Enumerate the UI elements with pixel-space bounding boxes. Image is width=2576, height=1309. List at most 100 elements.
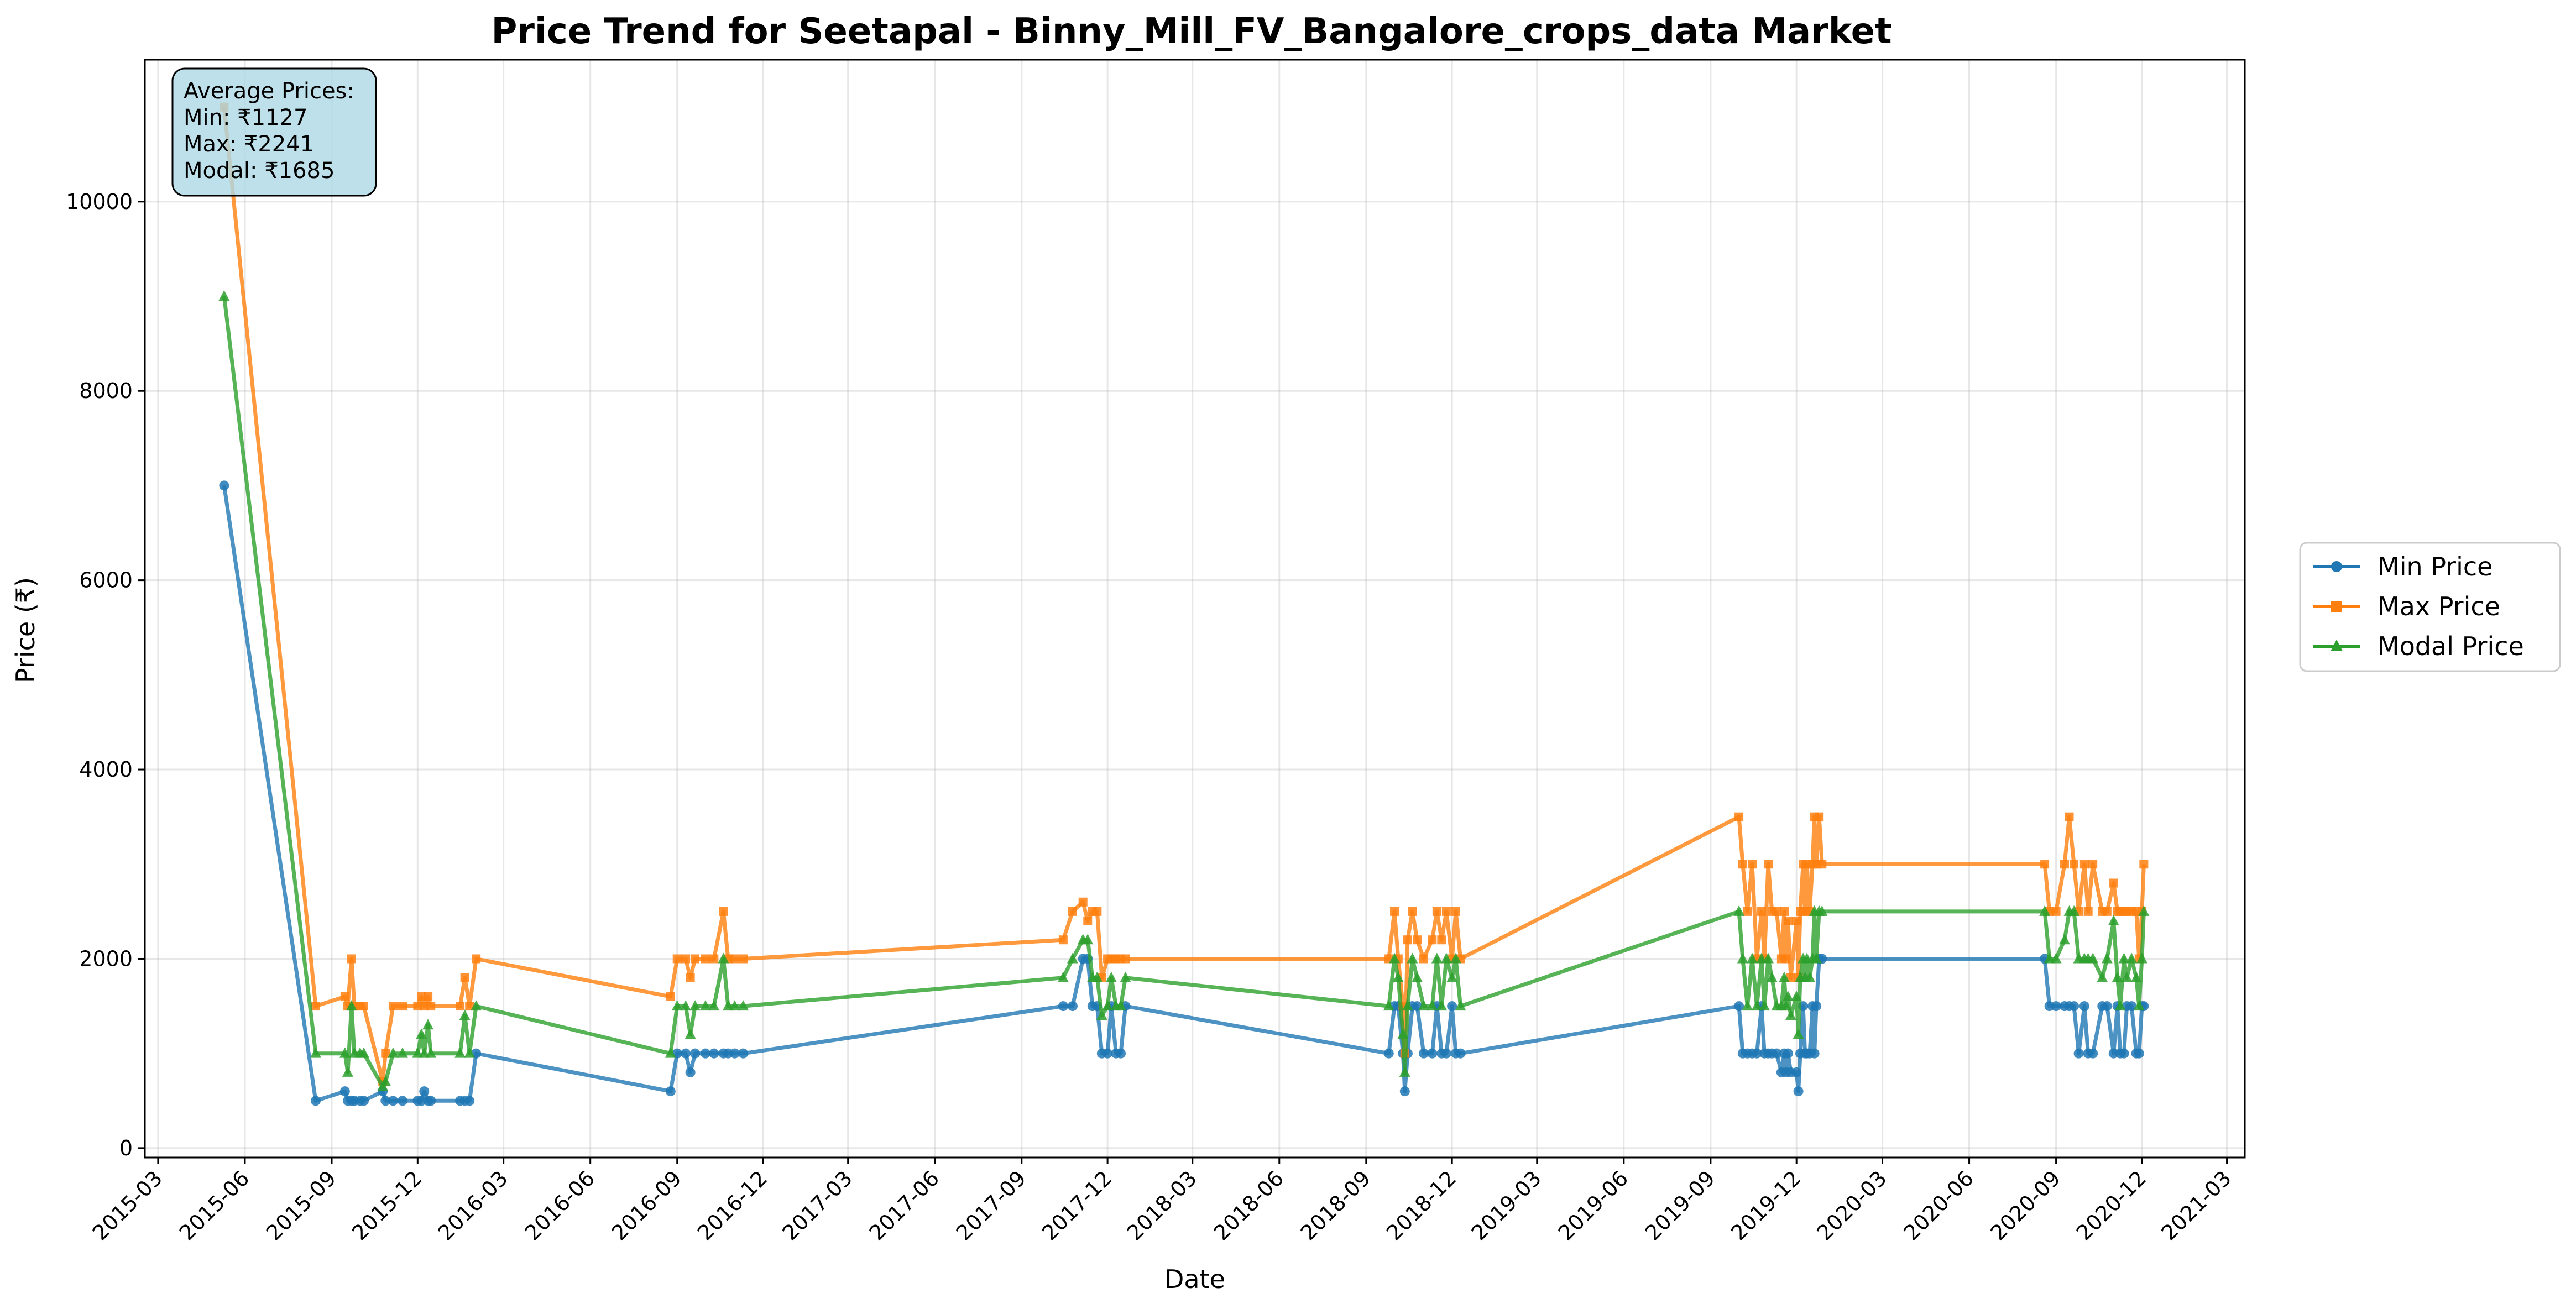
plot-series [218, 102, 2150, 1106]
data-point [1083, 916, 1093, 925]
data-point [1783, 1048, 1793, 1059]
y-tick-label: 8000 [79, 379, 133, 403]
plot-area-frame [144, 59, 2246, 1159]
data-point [1057, 971, 1069, 982]
data-point [1403, 935, 1412, 945]
data-point [1733, 905, 1745, 916]
data-point [1428, 935, 1437, 945]
data-point [1436, 1000, 1448, 1011]
data-point [685, 1028, 696, 1039]
data-point [2060, 860, 2069, 869]
data-point [2079, 1001, 2089, 1012]
data-point [1115, 1000, 1127, 1011]
data-point [1399, 1066, 1410, 1077]
data-point [1432, 907, 1441, 916]
data-point [1446, 971, 1458, 982]
data-point [2058, 934, 2070, 945]
data-point [1455, 1048, 1466, 1059]
data-point [1450, 952, 1461, 964]
legend-marker-min [2331, 561, 2342, 572]
data-point [1779, 971, 1790, 982]
data-point [311, 1002, 320, 1011]
data-point [1093, 907, 1102, 916]
data-point [691, 954, 700, 964]
legend-entry-min: Min Price [2313, 552, 2493, 582]
data-point [1816, 905, 1828, 916]
data-point [2083, 907, 2093, 916]
data-point [689, 1000, 701, 1011]
data-point [1120, 971, 1131, 982]
data-point [1786, 973, 1795, 982]
data-point [671, 1000, 683, 1011]
data-point [1383, 1048, 1394, 1059]
data-point [1743, 907, 1752, 916]
data-point [1418, 1000, 1429, 1011]
data-point [1751, 1000, 1763, 1011]
data-point [1762, 952, 1774, 964]
data-point [1809, 1048, 1820, 1059]
legend-label-max: Max Price [2378, 591, 2500, 621]
data-point [1815, 812, 1824, 821]
legend-entry-modal: Modal Price [2313, 631, 2524, 661]
data-point [1392, 971, 1404, 982]
data-point [1734, 1001, 1744, 1012]
data-point [2068, 905, 2080, 916]
data-point [1792, 916, 1801, 925]
data-point [416, 1028, 427, 1039]
data-point [422, 1019, 434, 1030]
data-point [666, 992, 675, 1001]
data-point [719, 907, 728, 916]
data-point [456, 1002, 465, 1011]
y-tick-label: 0 [119, 1136, 133, 1160]
data-point [1763, 860, 1773, 869]
data-point [464, 1096, 475, 1106]
data-point [1451, 907, 1460, 916]
legend-marker-modal [2331, 640, 2343, 651]
data-point [1772, 907, 1781, 916]
data-point [1447, 1001, 1457, 1012]
data-point [347, 954, 356, 964]
data-point [718, 952, 729, 964]
data-point [398, 1096, 408, 1106]
data-point [1427, 1000, 1438, 1011]
grid-lines [145, 60, 2245, 1158]
data-point [2102, 1001, 2112, 1012]
data-point [425, 1047, 437, 1058]
data-point [2108, 914, 2119, 925]
data-point [1746, 952, 1758, 964]
data-point [426, 1096, 436, 1106]
data-point [1804, 971, 1816, 982]
data-point [1105, 971, 1117, 982]
data-point [1791, 1067, 1802, 1077]
data-point [1096, 1009, 1107, 1020]
data-point [2050, 952, 2062, 964]
data-point [1781, 954, 1791, 964]
data-point [699, 1000, 711, 1011]
data-point [1407, 952, 1418, 964]
data-point [1738, 860, 1747, 869]
data-point [2126, 952, 2138, 964]
legend: Min Price Max Price Modal Price [2299, 542, 2561, 672]
data-point [1116, 1048, 1126, 1059]
data-point [1068, 907, 1077, 916]
data-point [2126, 1001, 2137, 1012]
data-point [1437, 935, 1446, 945]
legend-label-modal: Modal Price [2378, 631, 2524, 661]
stats-modal: Modal: ₹1685 [184, 158, 335, 184]
data-point [2134, 1048, 2144, 1059]
data-point [1058, 1001, 1068, 1012]
y-axis-label: Price (₹) [11, 577, 40, 683]
data-point [729, 1048, 740, 1059]
data-point [1397, 1028, 1409, 1039]
data-point [1091, 971, 1103, 982]
data-point [2039, 905, 2051, 916]
data-point [730, 954, 739, 964]
data-point [2112, 971, 2123, 982]
data-point [1783, 916, 1793, 925]
data-point [709, 954, 719, 964]
data-point [1431, 952, 1443, 964]
data-point [700, 1048, 710, 1059]
y-axis-ticks: 0 2000 4000 6000 8000 10000 [66, 190, 145, 1160]
